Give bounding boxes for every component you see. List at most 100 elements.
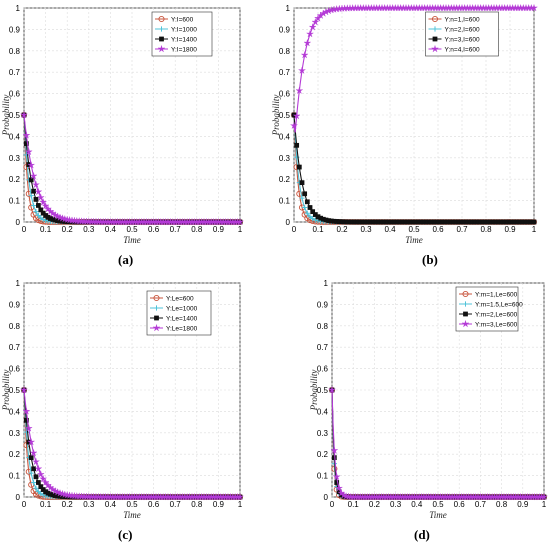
legend-marker [430,44,440,53]
x-tick-label: 0.2 [62,500,74,509]
data-point [313,14,323,22]
y-tick-label: 1 [16,279,21,288]
data-point [36,193,45,202]
legend-marker [153,305,160,311]
data-point [36,470,45,478]
data-point [22,131,31,139]
x-tick-label: 0.7 [170,225,182,234]
data-point [310,209,316,215]
data-point [34,464,43,473]
y-tick-label: 1 [16,4,21,13]
panel-b: 0 0.1 0.2 0.3 0.4 0.5 0.6 0.7 0.8 0.9 1 0 0.1 0.2 0.3 0… [270,0,550,250]
caption-b: (b) [422,252,438,267]
data-point [24,147,33,156]
y-axis-label: Probability [1,370,11,412]
x-tick-label: 0.8 [480,225,492,234]
x-tick-label: 1 [238,225,243,234]
caption-c: (c) [118,527,133,542]
data-point [36,203,41,208]
caption-a: (a) [118,252,134,267]
legend-marker [154,315,159,321]
data-point [39,474,48,483]
data-point [302,191,308,197]
legend-marker [463,311,468,317]
data-point [335,483,344,492]
x-tick-label: 0.4 [105,500,117,509]
data-point [19,385,29,394]
x-tick-label: 0.1 [40,225,52,234]
data-point [33,209,39,215]
series-star [327,385,549,501]
y-tick-label: 0 [16,218,21,227]
x-axis-label: Time [429,510,447,520]
y-tick-label: 0.5 [9,111,21,120]
x-tick-label: 0.2 [369,500,381,509]
x-tick-label: 0.4 [105,225,117,234]
y-tick-label: 0.9 [9,300,21,309]
x-tick-label: 0.9 [517,500,529,509]
panel-c: 0 0.1 0.2 0.3 0.4 0.5 0.6 0.7 0.8 0.9 1 0 0.1 0.2 0.3 0… [0,275,290,525]
data-point [31,457,41,466]
y-tick-label: 0.5 [279,111,291,120]
x-tick-label: 0.3 [83,500,95,509]
data-point [33,485,39,491]
x-tick-label: 0.4 [411,500,423,509]
x-tick-label: 0.8 [496,500,508,509]
y-tick-label: 0.2 [317,450,329,459]
x-tick-label: 0 [292,225,297,234]
data-point [43,217,49,223]
legend-label: Y:m=1.5,Le=600 [475,301,523,308]
legend-marker [157,44,166,53]
series-star [289,3,539,133]
x-tick-label: 0.3 [390,500,402,509]
data-point [307,205,313,210]
x-tick-label: 1 [532,225,537,234]
data-point [531,219,537,225]
data-point [307,214,313,220]
y-tick-label: 0.4 [9,407,21,416]
y-tick-label: 0.6 [317,365,329,374]
chart-d: 0 0.1 0.2 0.3 0.4 0.5 0.6 0.7 0.8 0.9 1 0 0.1 0.2 0.3 0… [309,279,549,520]
y-tick-label: 0.7 [317,343,329,352]
data-point [38,484,44,490]
legend-label: Y:I=1000 [171,26,197,33]
data-point [24,141,29,146]
data-point [334,480,340,485]
x-tick-label: 0.1 [348,500,360,509]
data-point [41,201,50,210]
legend-marker [158,26,165,32]
y-axis-label: Probability [309,370,319,412]
y-tick-label: 0.8 [9,47,21,56]
legend-marker [461,319,470,328]
y-tick-label: 0.5 [9,386,21,395]
data-point [36,480,41,485]
x-tick-label: 1 [238,500,243,509]
legend: Y:m=1,Le=600 Y:m=1.5,Le=600 Y:m=2,Le=600 Y:… [455,286,523,332]
x-tick-label: 0.1 [312,225,324,234]
series-star [19,385,245,501]
y-tick-label: 0.6 [9,90,21,99]
series-star [19,110,245,226]
data-point [27,160,36,169]
legend-label: Y:m=3,Le=600 [475,321,518,328]
data-point [35,212,41,219]
y-tick-label: 0.9 [279,25,291,34]
legend-marker [431,15,439,23]
legend-label: Y:I=1800 [171,46,197,53]
y-tick-label: 0 [286,218,291,227]
x-tick-label: 1 [542,500,547,509]
data-point [19,110,29,119]
y-tick-label: 0.6 [279,90,291,99]
y-tick-label: 0 [324,493,329,502]
data-point [312,217,318,223]
legend-label: Y:n=4,I=600 [445,46,480,53]
data-point [303,38,312,47]
x-axis-label: Time [123,235,141,245]
x-tick-label: 0.5 [432,500,444,509]
data-point [29,448,38,457]
data-point [38,207,44,213]
data-point [27,437,36,446]
data-point [28,470,34,476]
y-tick-label: 1 [324,279,329,288]
data-point [31,479,37,486]
